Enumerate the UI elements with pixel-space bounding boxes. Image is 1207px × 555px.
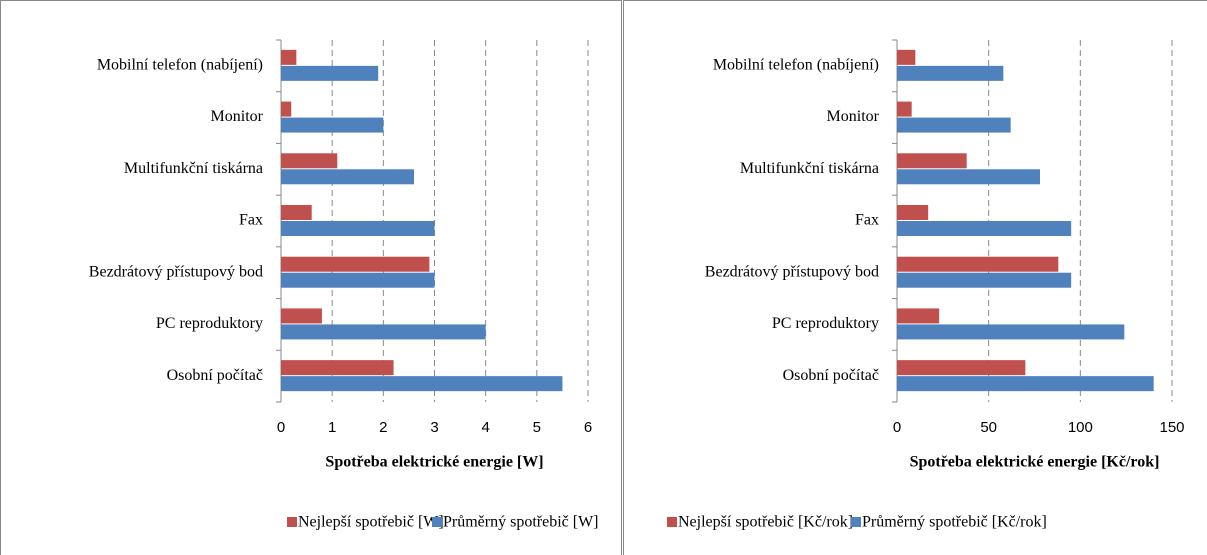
- x-tick-label: 100: [1068, 419, 1093, 436]
- category-label: Bezdrátový přístupový bod: [705, 263, 879, 280]
- category-label: Monitor: [827, 108, 880, 125]
- x-tick-label: 0: [277, 419, 285, 436]
- bar: [281, 169, 415, 185]
- x-axis-label: Spotřeba elektrické energie [Kč/rok]: [910, 454, 1160, 471]
- bar: [281, 65, 379, 81]
- x-tick-label: 5: [533, 419, 541, 436]
- category-label: Multifunkční tiskárna: [740, 160, 879, 177]
- x-tick-label: 4: [481, 419, 489, 436]
- bar: [281, 117, 384, 133]
- bar: [281, 272, 435, 288]
- bar: [897, 49, 916, 65]
- category-label: Fax: [855, 212, 879, 229]
- x-tick-label: 1: [328, 419, 336, 436]
- bar: [897, 221, 1072, 236]
- bar: [281, 324, 486, 340]
- bar: [897, 153, 967, 169]
- category-label: Fax: [239, 212, 263, 229]
- bar: [897, 308, 940, 324]
- legend-label: Nejlepší spotřebič [Kč/rok]: [678, 514, 853, 531]
- category-label: Monitor: [211, 108, 264, 125]
- category-label: Mobilní telefon (nabíjení): [97, 57, 263, 74]
- panel-border: [623, 0, 1207, 555]
- legend-label: Průměrný spotřebič [Kč/rok]: [862, 514, 1047, 531]
- legend-swatch: [287, 517, 297, 527]
- bar: [897, 360, 1026, 376]
- x-axis-label: Spotřeba elektrické energie [W]: [325, 454, 543, 471]
- bar: [897, 376, 1154, 392]
- bar: [281, 49, 297, 65]
- category-label: Osobní počítač: [783, 367, 879, 384]
- x-tick-label: 50: [980, 419, 997, 436]
- bar: [897, 272, 1072, 288]
- legend-label: Nejlepší spotřebič [W]: [298, 514, 444, 531]
- bar: [897, 65, 1004, 81]
- bar: [897, 101, 912, 117]
- bar: [897, 324, 1125, 340]
- category-label: Osobní počítač: [167, 367, 263, 384]
- bar: [281, 376, 563, 392]
- x-tick-label: 0: [893, 419, 901, 436]
- legend-swatch: [851, 517, 861, 527]
- bar: [897, 256, 1059, 272]
- bar: [281, 101, 292, 117]
- x-tick-label: 2: [379, 419, 387, 436]
- bar: [281, 308, 322, 324]
- bar: [897, 169, 1040, 185]
- legend-swatch: [667, 517, 677, 527]
- category-label: PC reproduktory: [772, 315, 879, 332]
- panel-border: [0, 0, 622, 555]
- bar: [281, 205, 312, 220]
- bar: [897, 205, 929, 220]
- category-label: Multifunkční tiskárna: [124, 160, 263, 177]
- x-tick-label: 150: [1159, 419, 1184, 436]
- category-label: Mobilní telefon (nabíjení): [713, 57, 879, 74]
- category-label: PC reproduktory: [156, 315, 263, 332]
- bar: [281, 221, 435, 236]
- x-tick-label: 6: [584, 419, 592, 436]
- x-tick-label: 3: [430, 419, 438, 436]
- bar: [281, 360, 394, 376]
- category-label: Bezdrátový přístupový bod: [89, 263, 263, 280]
- bar: [281, 256, 430, 272]
- bar: [897, 117, 1011, 133]
- bar: [281, 153, 338, 169]
- legend-swatch: [432, 517, 442, 527]
- legend-label: Průměrný spotřebič [W]: [443, 514, 599, 531]
